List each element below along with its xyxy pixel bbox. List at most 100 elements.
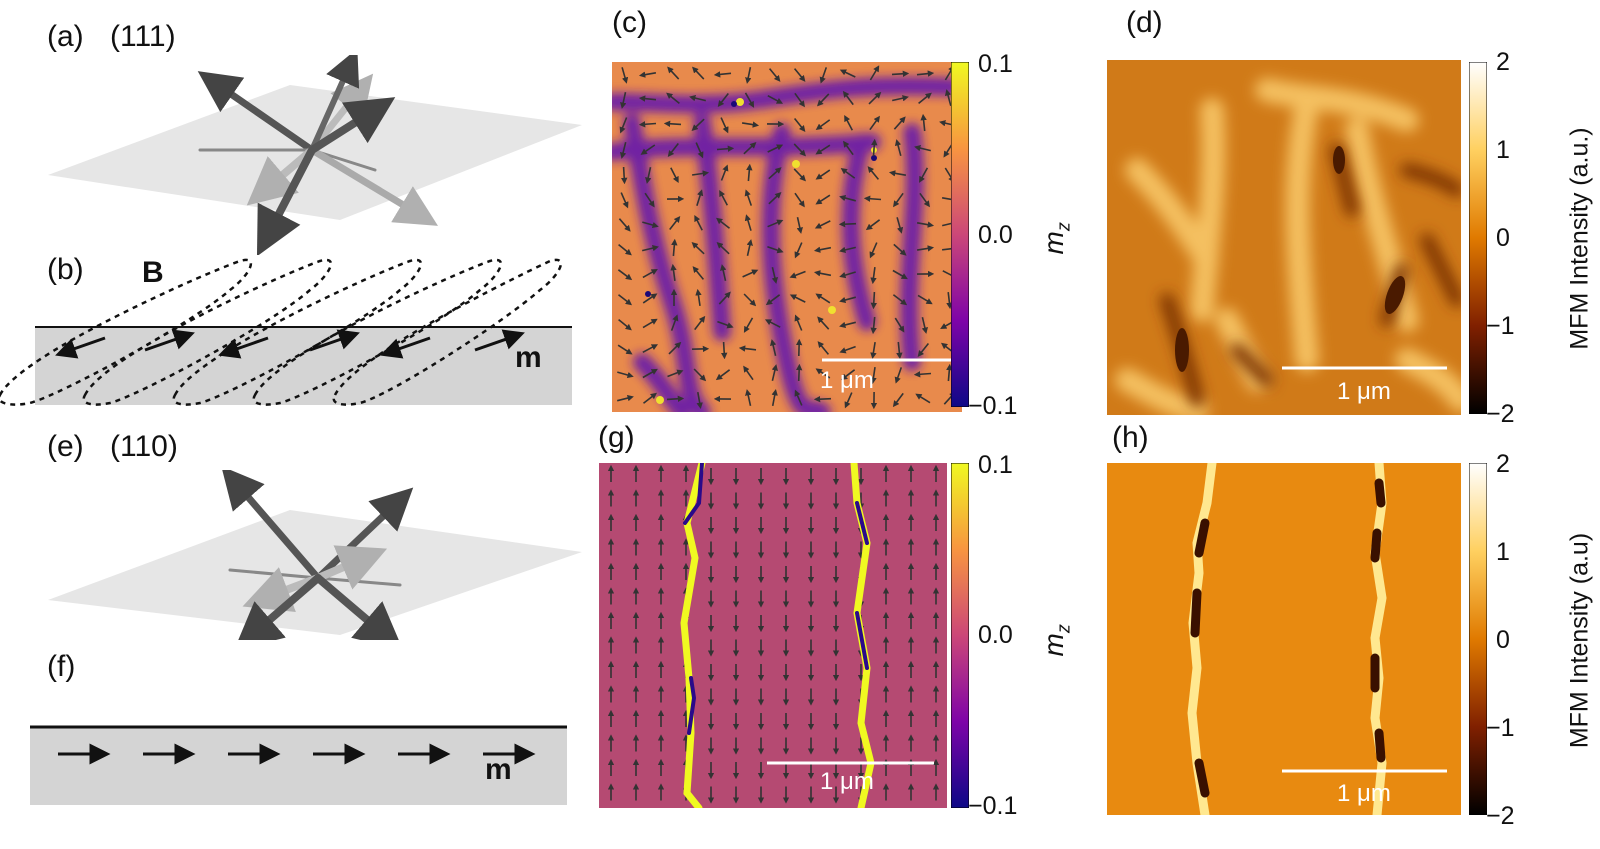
colorbar-h-tick-1: 1 — [1496, 538, 1510, 566]
colorbar-g — [951, 463, 969, 808]
magnetization-arrow — [667, 143, 679, 158]
magnetization-arrow — [618, 218, 631, 232]
magnetization-arrow — [645, 167, 652, 184]
magnetization-arrow — [789, 294, 806, 303]
magnetization-arrow — [916, 245, 935, 252]
magnetization-arrow — [744, 92, 755, 108]
scalebar-c: 1 μm — [820, 367, 874, 394]
magnetization-arrow — [893, 116, 906, 130]
magnetization-arrow — [668, 341, 682, 355]
magnetization-arrow — [817, 93, 830, 107]
panel-f-film-schematic — [30, 725, 567, 805]
magnetization-arrow — [840, 168, 856, 179]
magnetization-arrow — [915, 393, 931, 404]
magnetization-arrow — [867, 166, 880, 180]
magnetization-arrow — [667, 369, 684, 378]
magnetization-arrow — [892, 294, 908, 306]
magnetization-arrow — [794, 192, 805, 208]
magnetization-arrow — [745, 67, 752, 84]
panel-e-label: (e) — [47, 430, 84, 463]
magnetization-arrow — [718, 291, 731, 305]
magnetization-arrow — [893, 192, 904, 208]
colorbar-h-tick-m2: −2 — [1486, 802, 1515, 830]
magnetization-arrow — [815, 119, 831, 130]
magnetization-arrow — [843, 140, 854, 156]
magnetization-arrow — [692, 66, 705, 80]
magnetization-arrow — [916, 221, 935, 228]
magnetization-arrow — [815, 169, 831, 180]
magnetization-arrow — [742, 269, 759, 278]
magnetization-arrow — [839, 321, 856, 329]
magnetization-arrow — [871, 138, 878, 157]
magnetization-arrow — [793, 143, 806, 157]
magnetization-arrow — [618, 243, 632, 256]
colorbar-d-tick-0: 0 — [1496, 224, 1510, 252]
magnetization-arrow — [764, 319, 781, 328]
magnetization-arrow — [891, 70, 910, 77]
magnetization-arrow — [670, 167, 679, 184]
magnetization-arrow — [870, 291, 877, 310]
magnetization-arrow — [621, 67, 629, 84]
panel-a-crystal-directions — [48, 55, 582, 255]
magnetization-arrow — [713, 71, 732, 78]
magnetization-arrow — [669, 215, 681, 230]
magnetization-arrow — [794, 314, 803, 331]
field-b-label: B — [142, 256, 164, 289]
magnetization-arrow — [617, 269, 633, 281]
magnetization-arrow — [870, 341, 877, 360]
magnetization-arrow — [869, 242, 878, 259]
panel-a-label: (a) — [47, 20, 84, 53]
colorbar-c-tick-top: 0.1 — [978, 50, 1013, 78]
magnetization-arrow — [888, 170, 907, 177]
colorbar-d-tick-1: 1 — [1496, 136, 1510, 164]
magnetization-arrow — [643, 392, 658, 404]
magnetization-arrow — [696, 391, 703, 410]
magnetization-arrow — [768, 68, 781, 82]
magnetization-arrow — [892, 269, 908, 280]
magnetization-arrow — [642, 221, 659, 229]
magnetization-arrow — [771, 364, 778, 381]
magnetization-arrow — [793, 118, 806, 132]
magnetization-arrow — [663, 120, 682, 127]
magnetization-arrow — [743, 142, 757, 155]
magnetization-arrow — [794, 92, 805, 108]
magnetization-arrow — [642, 368, 658, 379]
magnetization-arrow — [893, 243, 907, 256]
magnetization-arrow — [666, 395, 685, 402]
magnetization-arrow — [817, 316, 830, 330]
colorbar-c-tick-mid: 0.0 — [978, 221, 1013, 249]
magnetization-arrow — [767, 94, 784, 104]
magnetization-arrow — [914, 145, 931, 152]
magnetization-arrow — [838, 220, 857, 228]
magnetization-arrow — [744, 189, 753, 206]
magnetization-arrow — [695, 288, 702, 307]
magnetization-arrow — [771, 267, 778, 284]
colorbar-c-tick-bottom: −0.1 — [968, 392, 1018, 420]
magnetization-arrow — [694, 214, 703, 231]
colorbar-g-tick-mid: 0.0 — [978, 621, 1013, 649]
magnetization-arrow — [689, 95, 706, 102]
magnetization-arrow — [868, 91, 882, 105]
magnetization-arrow — [617, 344, 633, 355]
magnetization-arrow — [817, 341, 830, 355]
magnetization-arrow — [738, 345, 757, 352]
magnetization-arrow — [695, 142, 704, 159]
magnetization-arrow — [666, 92, 680, 105]
magnetization-arrow — [746, 163, 753, 182]
magnetization-arrow — [638, 71, 657, 78]
colorbar-g-title: mz — [1037, 624, 1074, 657]
magnetization-arrow — [920, 113, 927, 132]
panel-e-plane: (110) — [110, 430, 178, 463]
magnetization-arrow — [619, 117, 628, 134]
magnetization-arrow — [771, 388, 778, 407]
colorbar-h-title: MFM Intensity (a.u) — [1565, 532, 1594, 749]
colorbar-d-tick-m1: −1 — [1486, 312, 1515, 340]
magnetization-arrow — [870, 316, 877, 335]
magnetization-arrow — [692, 266, 705, 280]
magnetization-arrow — [892, 95, 909, 102]
magnetization-arrow — [642, 344, 659, 354]
magnetization-arrow — [815, 368, 831, 379]
colorbar-d-title: MFM Intensity (a.u.) — [1565, 127, 1594, 350]
magnetization-arrow — [717, 93, 729, 108]
scalebar-g: 1 μm — [820, 768, 874, 795]
